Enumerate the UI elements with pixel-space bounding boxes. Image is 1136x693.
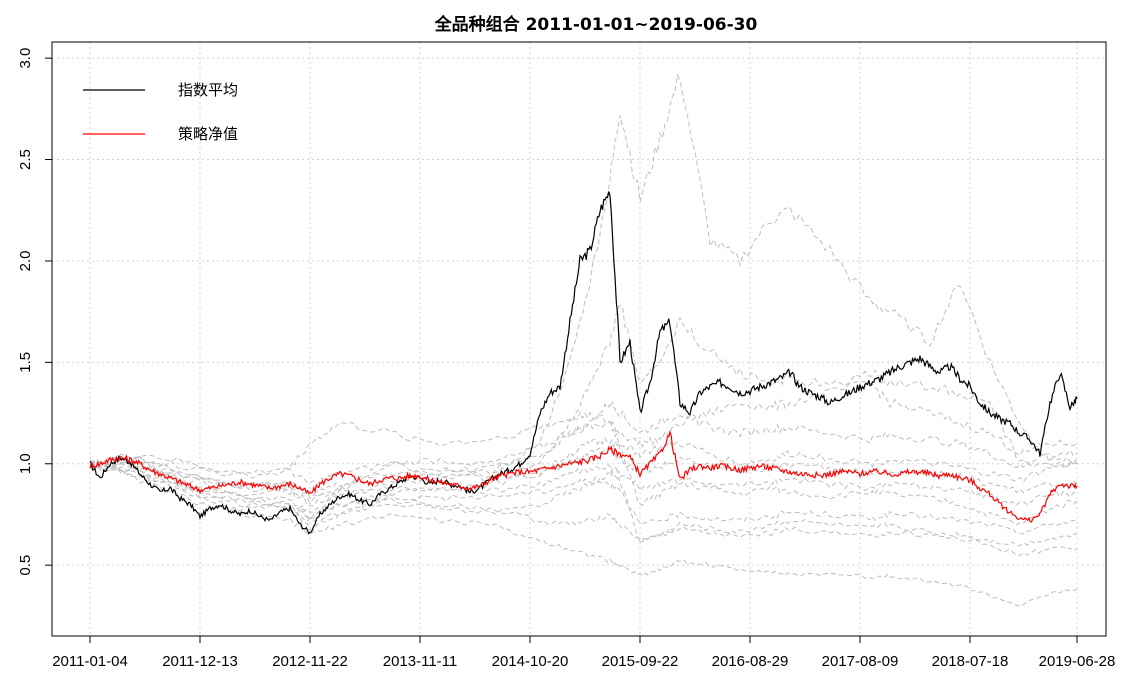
component-series-line: [89, 463, 1078, 535]
strategy-nav-line: [89, 429, 1078, 523]
component-series-line: [89, 461, 1078, 556]
legend-label: 策略净值: [178, 125, 238, 143]
y-tick-label: 2.0: [17, 251, 34, 272]
y-tick-label: 3.0: [17, 48, 34, 69]
y-tick-label: 1.0: [17, 453, 34, 474]
component-series-line: [89, 461, 1078, 507]
y-axis: 0.5 1.0 1.5 2.0 2.5 3.0: [17, 48, 52, 576]
legend-label: 指数平均: [178, 81, 238, 99]
component-series-line: [89, 305, 1078, 496]
plot-frame: [51, 41, 1107, 637]
main-series-layer: [89, 191, 1078, 535]
x-tick-label: 2015-09-22: [602, 653, 679, 670]
component-series-line: [89, 464, 1078, 607]
component-series-line: [89, 401, 1078, 486]
component-series-line: [89, 410, 1078, 482]
y-tick-label: 2.5: [17, 149, 34, 170]
x-tick-label: 2016-08-29: [712, 653, 789, 670]
y-tick-label: 0.5: [17, 555, 34, 576]
component-series-line: [89, 380, 1078, 520]
x-axis: 2011-01-04 2011-12-13 2012-11-22 2013-11-11…: [52, 636, 1115, 670]
index-average-line: [89, 191, 1078, 535]
x-tick-label: 2014-10-20: [492, 653, 569, 670]
component-series-line: [89, 436, 1078, 526]
x-tick-label: 2013-11-11: [383, 653, 458, 670]
component-series-line: [89, 73, 1078, 504]
x-tick-label: 2011-01-04: [52, 653, 128, 670]
x-tick-label: 2018-07-18: [932, 653, 1009, 670]
y-tick-label: 1.5: [17, 352, 34, 373]
x-tick-label: 2011-12-13: [162, 653, 238, 670]
x-tick-label: 2019-06-28: [1039, 653, 1116, 670]
x-tick-label: 2012-11-22: [272, 653, 348, 670]
component-series-layer: [89, 73, 1078, 607]
x-tick-label: 2017-08-09: [822, 653, 899, 670]
chart-title: 全品种组合 2011-01-01~2019-06-30: [434, 14, 758, 35]
